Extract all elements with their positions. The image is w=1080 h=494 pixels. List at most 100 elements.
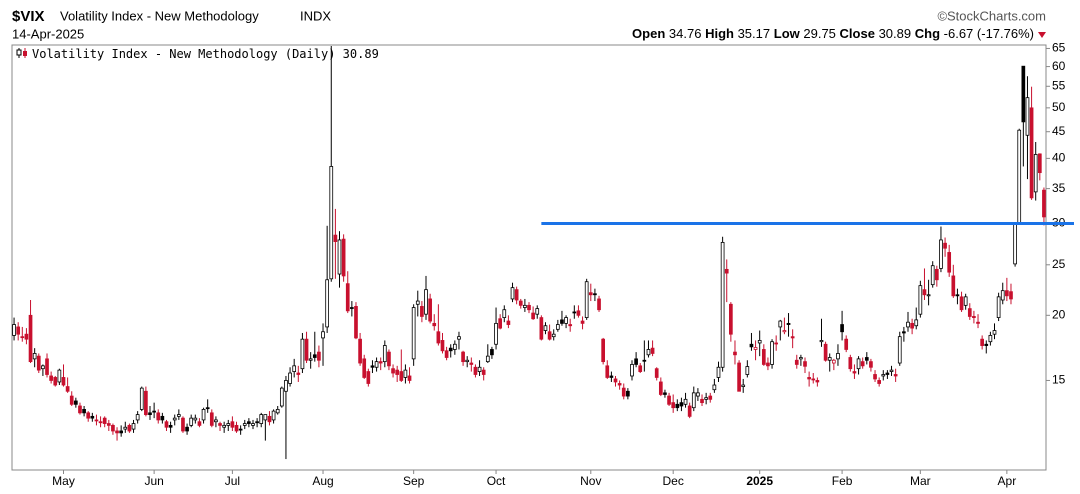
candle-body [82,408,86,414]
candle-body [123,426,128,430]
candle-body [391,368,395,374]
legend-text: Volatility Index - New Methodology (Dail… [32,47,335,61]
candle-body [663,392,667,395]
candle-body [160,415,165,421]
candle-body [440,340,445,352]
candle-body [164,421,169,428]
candle-body [807,377,811,380]
x-tick-label: Jun [144,474,163,488]
candle-body [959,296,964,311]
candle-body [518,300,523,306]
candle-body [531,312,535,320]
x-tick-label: Apr [998,474,1017,488]
candle-body [860,361,865,367]
candle-body [547,331,552,340]
candle-body [510,287,515,300]
candle-body [617,383,622,386]
y-tick-label: 20 [1052,307,1066,321]
x-tick-label: Oct [487,474,506,488]
candle-body [181,417,185,432]
candle-body [288,372,292,384]
candle-body [634,358,638,365]
candle-body [185,426,189,432]
candle-body [432,322,437,327]
candle-body [733,351,737,356]
candle-body [378,361,383,364]
candle-body [902,331,906,334]
candle-body [275,408,280,414]
candle-body [490,349,494,356]
y-tick-label: 50 [1052,100,1066,114]
candle-body [341,238,346,277]
candle-body [794,359,799,365]
candle-body [473,366,478,375]
candle-body [1009,291,1013,300]
y-tick-label: 15 [1052,373,1066,387]
candle-body [41,365,45,370]
candle-body [69,395,74,405]
candle-body [803,361,807,367]
candle-body [255,421,259,424]
candle-body [972,316,976,318]
candle-body [387,351,391,367]
candle-body [654,368,659,378]
candle-body [770,341,774,365]
candle-body [312,354,317,358]
candle-body [90,415,95,419]
candle-body [436,331,441,344]
candle-body [498,318,503,329]
symbol: $VIX [12,8,45,25]
candle-body [597,298,601,311]
candle-body [984,343,989,346]
candle-body [885,372,890,375]
candle-body [226,423,231,426]
candle-body [28,314,33,363]
candle-body [65,386,70,392]
y-tick-label: 65 [1052,41,1066,55]
candle-body [457,336,461,340]
candle-body [955,294,960,297]
candle-body [963,296,968,306]
candle-body [102,417,107,424]
candle-body [45,358,49,375]
candle-body [671,402,676,409]
candle-body [630,364,634,377]
candle-body [1037,153,1042,174]
candle-body [774,342,779,345]
candle-body [679,402,684,407]
candle-body [555,324,560,330]
candle-body [407,375,412,381]
candle-body [271,410,276,421]
candle-body [53,377,58,386]
candle-body [873,374,877,380]
candle-body [848,357,853,370]
candle-body [263,414,268,421]
candle-body [469,362,474,365]
candle-body [209,412,214,426]
candle-body [716,366,721,378]
candle-body [168,424,173,428]
candle-body [889,369,894,372]
x-tick-label: 2025 [746,474,773,488]
candle-body [502,309,507,318]
candle-body [683,398,688,405]
candle-body [74,400,78,405]
candle-body [197,421,202,426]
candle-body [658,381,663,395]
candle-body [827,357,832,361]
candle-body [766,362,770,367]
candle-body [864,357,869,361]
candle-body [325,279,329,328]
candle-body [799,357,803,360]
candle-body [638,365,643,372]
y-tick-label: 60 [1052,59,1066,73]
candle-body [218,423,222,426]
candle-body [1021,65,1026,123]
candle-body [992,330,997,335]
stat-value: 34.76 [669,26,702,41]
date: 14-Apr-2025 [12,26,84,41]
candle-body [420,306,424,317]
candle-body [111,424,115,432]
candle-body [815,380,820,383]
candle-body [947,252,952,273]
